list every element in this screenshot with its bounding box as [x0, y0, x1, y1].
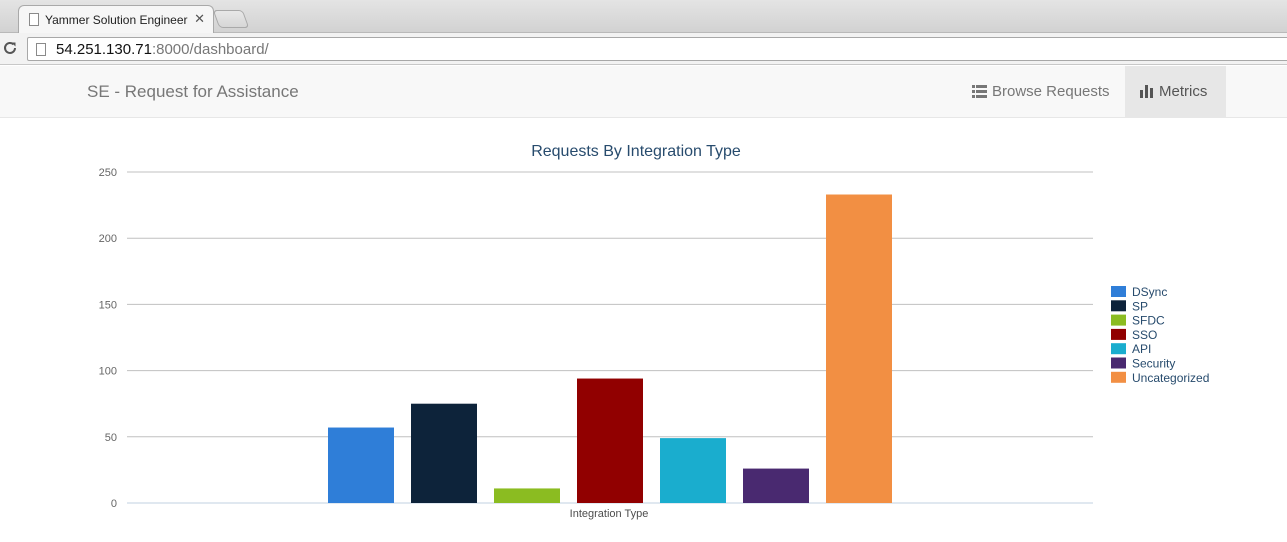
nav-browse-label: Browse Requests — [992, 83, 1110, 100]
bar-api[interactable] — [660, 438, 726, 503]
bar-chart-icon — [1140, 85, 1153, 98]
integration-type-chart: Requests By Integration Type 0 50 100 150 20… — [99, 143, 1210, 520]
close-icon[interactable]: ✕ — [194, 11, 205, 26]
bar-sfdc[interactable] — [494, 488, 560, 503]
bar-dsync[interactable] — [328, 427, 394, 503]
bar-uncategorized[interactable] — [826, 194, 892, 503]
legend-swatch — [1111, 328, 1126, 340]
legend-swatch — [1111, 357, 1126, 369]
chart-bars — [328, 194, 892, 503]
legend-label: SP — [1132, 299, 1148, 313]
nav-browse-requests[interactable]: Browse Requests — [957, 66, 1125, 117]
legend-label: API — [1132, 342, 1151, 356]
legend-swatch — [1111, 300, 1126, 312]
browser-tab[interactable]: Yammer Solution Engineer ✕ — [18, 5, 214, 33]
list-icon — [972, 85, 987, 98]
y-tick-label: 200 — [99, 233, 117, 245]
chart-title: Requests By Integration Type — [531, 143, 741, 160]
legend-label: Security — [1132, 357, 1175, 371]
y-tick-label: 150 — [99, 299, 117, 311]
url-host: 54.251.130.71 — [56, 41, 152, 58]
y-tick-label: 50 — [105, 432, 117, 444]
nav-metrics-label: Metrics — [1159, 83, 1208, 100]
legend-item-dsync[interactable]: DSync — [1111, 285, 1167, 299]
brand-title[interactable]: SE - Request for Assistance — [87, 82, 299, 101]
legend-item-sp[interactable]: SP — [1111, 299, 1148, 313]
address-bar[interactable]: 54.251.130.71:8000/dashboard/ — [27, 37, 1287, 61]
legend-item-api[interactable]: API — [1111, 342, 1151, 356]
legend-label: DSync — [1132, 285, 1167, 299]
legend-label: Uncategorized — [1132, 371, 1209, 385]
browser-toolbar: 54.251.130.71:8000/dashboard/ — [0, 33, 1287, 65]
legend-item-security[interactable]: Security — [1111, 357, 1175, 371]
chart-grid: 0 50 100 150 200 250 — [99, 167, 1093, 510]
y-tick-label: 0 — [111, 498, 117, 510]
x-axis-title: Integration Type — [570, 508, 649, 520]
legend-swatch — [1111, 371, 1126, 383]
browser-tabstrip: Yammer Solution Engineer ✕ — [0, 0, 1287, 33]
legend-item-sfdc[interactable]: SFDC — [1111, 314, 1165, 328]
legend-label: SFDC — [1132, 314, 1165, 328]
bar-security[interactable] — [743, 468, 809, 503]
legend-label: SSO — [1132, 328, 1157, 342]
bar-sp[interactable] — [411, 403, 477, 503]
bar-sso[interactable] — [577, 378, 643, 503]
legend-swatch — [1111, 286, 1126, 297]
legend-item-uncategorized[interactable]: Uncategorized — [1111, 371, 1209, 385]
nav-metrics[interactable]: Metrics — [1125, 66, 1226, 117]
legend-swatch — [1111, 314, 1126, 326]
page-icon — [29, 13, 39, 26]
url-text[interactable]: 54.251.130.71:8000/dashboard/ — [56, 41, 269, 58]
y-tick-label: 250 — [99, 167, 117, 179]
tab-title: Yammer Solution Engineer — [45, 13, 188, 27]
y-tick-label: 100 — [99, 366, 117, 378]
legend-swatch — [1111, 343, 1126, 355]
url-path: :8000/dashboard/ — [151, 41, 269, 58]
app-navbar: SE - Request for Assistance Browse Reque… — [0, 66, 1287, 118]
new-tab-button[interactable] — [212, 10, 250, 28]
legend-item-sso[interactable]: SSO — [1111, 328, 1157, 342]
page-icon — [36, 43, 46, 56]
reload-icon[interactable] — [2, 40, 18, 56]
